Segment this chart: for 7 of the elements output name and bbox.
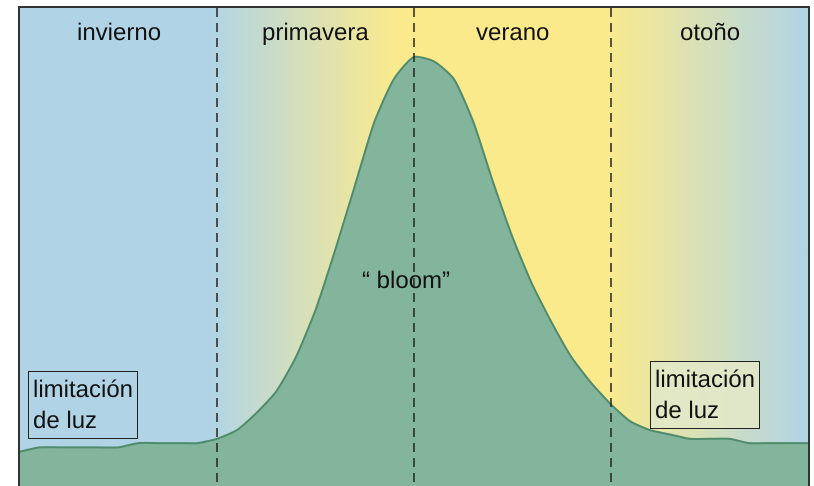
annotation: limitación de luz — [33, 376, 134, 434]
text: verano — [476, 19, 550, 46]
annotation: “ bloom” — [362, 267, 450, 294]
text: otoño — [680, 19, 740, 46]
text: primavera — [262, 19, 370, 46]
annotation: limitación de luz — [655, 366, 756, 424]
text: invierno — [77, 19, 162, 46]
